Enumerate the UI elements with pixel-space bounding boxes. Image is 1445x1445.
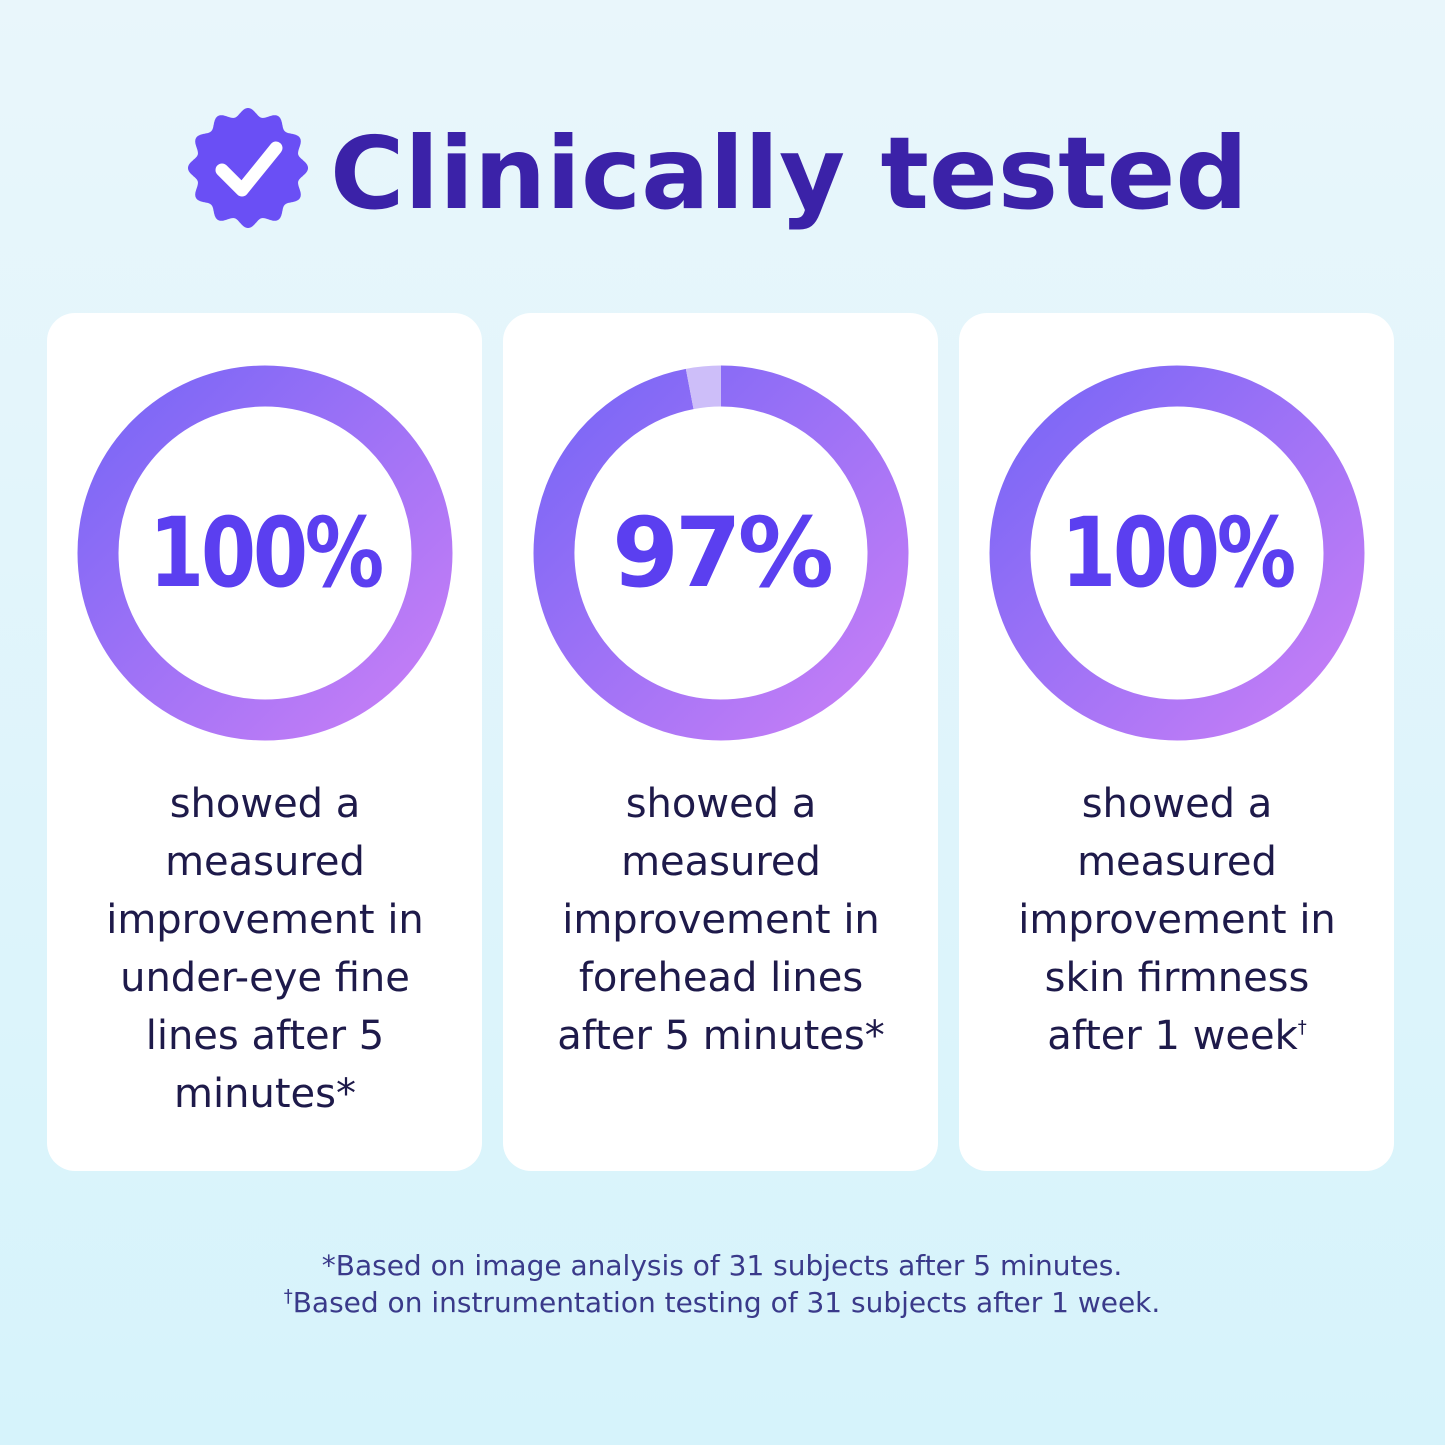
- caption-line: under-eye fine: [120, 955, 410, 1001]
- card-background: [959, 313, 1394, 1171]
- caption-line: showed a: [1082, 781, 1273, 827]
- caption-line: showed a: [626, 781, 817, 827]
- ring-remainder: [685, 365, 722, 410]
- card-background: [503, 313, 938, 1171]
- caption-line: minutes*: [174, 1071, 356, 1117]
- footnote: †Based on instrumentation testing of 31 …: [284, 1286, 1161, 1319]
- footnote-marker: †: [284, 1286, 293, 1307]
- caption-mark: †: [1298, 1017, 1307, 1038]
- caption-line: skin firmness: [1045, 955, 1310, 1001]
- stat-card: 100% showed a measured improvement in under-…: [47, 313, 482, 1171]
- caption-line: showed a: [170, 781, 361, 827]
- caption-line: improvement in: [562, 897, 880, 943]
- caption-line: measured: [165, 839, 365, 885]
- caption-line: after 5 minutes*: [557, 1013, 884, 1059]
- caption-line: measured: [1077, 839, 1277, 885]
- stat-card: 97% showed a measured improvement in forehea…: [503, 313, 938, 1171]
- caption-line: improvement in: [1018, 897, 1336, 943]
- ring-segment: [533, 365, 909, 741]
- stat-card: 100% showed a measured improvement in skin f…: [959, 313, 1394, 1171]
- caption-line: forehead lines: [579, 955, 863, 1001]
- ring-segment: [989, 365, 1365, 741]
- caption-line: measured: [621, 839, 821, 885]
- footnote-text: Based on instrumentation testing of 31 s…: [293, 1286, 1161, 1319]
- footnote: *Based on image analysis of 31 subjects …: [322, 1249, 1123, 1282]
- percent-label: 97%: [612, 497, 832, 609]
- caption-line: after 1 week†: [1047, 1013, 1307, 1059]
- caption-line: improvement in: [106, 897, 424, 943]
- footnote-text: *Based on image analysis of 31 subjects …: [322, 1249, 1123, 1282]
- title: Clinically tested: [330, 115, 1248, 232]
- percent-label: 100%: [1061, 497, 1294, 609]
- caption-text: after 1 week: [1047, 1013, 1298, 1059]
- caption-line: lines after 5: [146, 1013, 385, 1059]
- card-background: [47, 313, 482, 1171]
- check-badge: [188, 108, 308, 228]
- check-mark: [215, 141, 283, 197]
- ring-segment: [77, 365, 453, 741]
- badge-shape: [188, 108, 308, 228]
- percent-label: 100%: [149, 497, 382, 609]
